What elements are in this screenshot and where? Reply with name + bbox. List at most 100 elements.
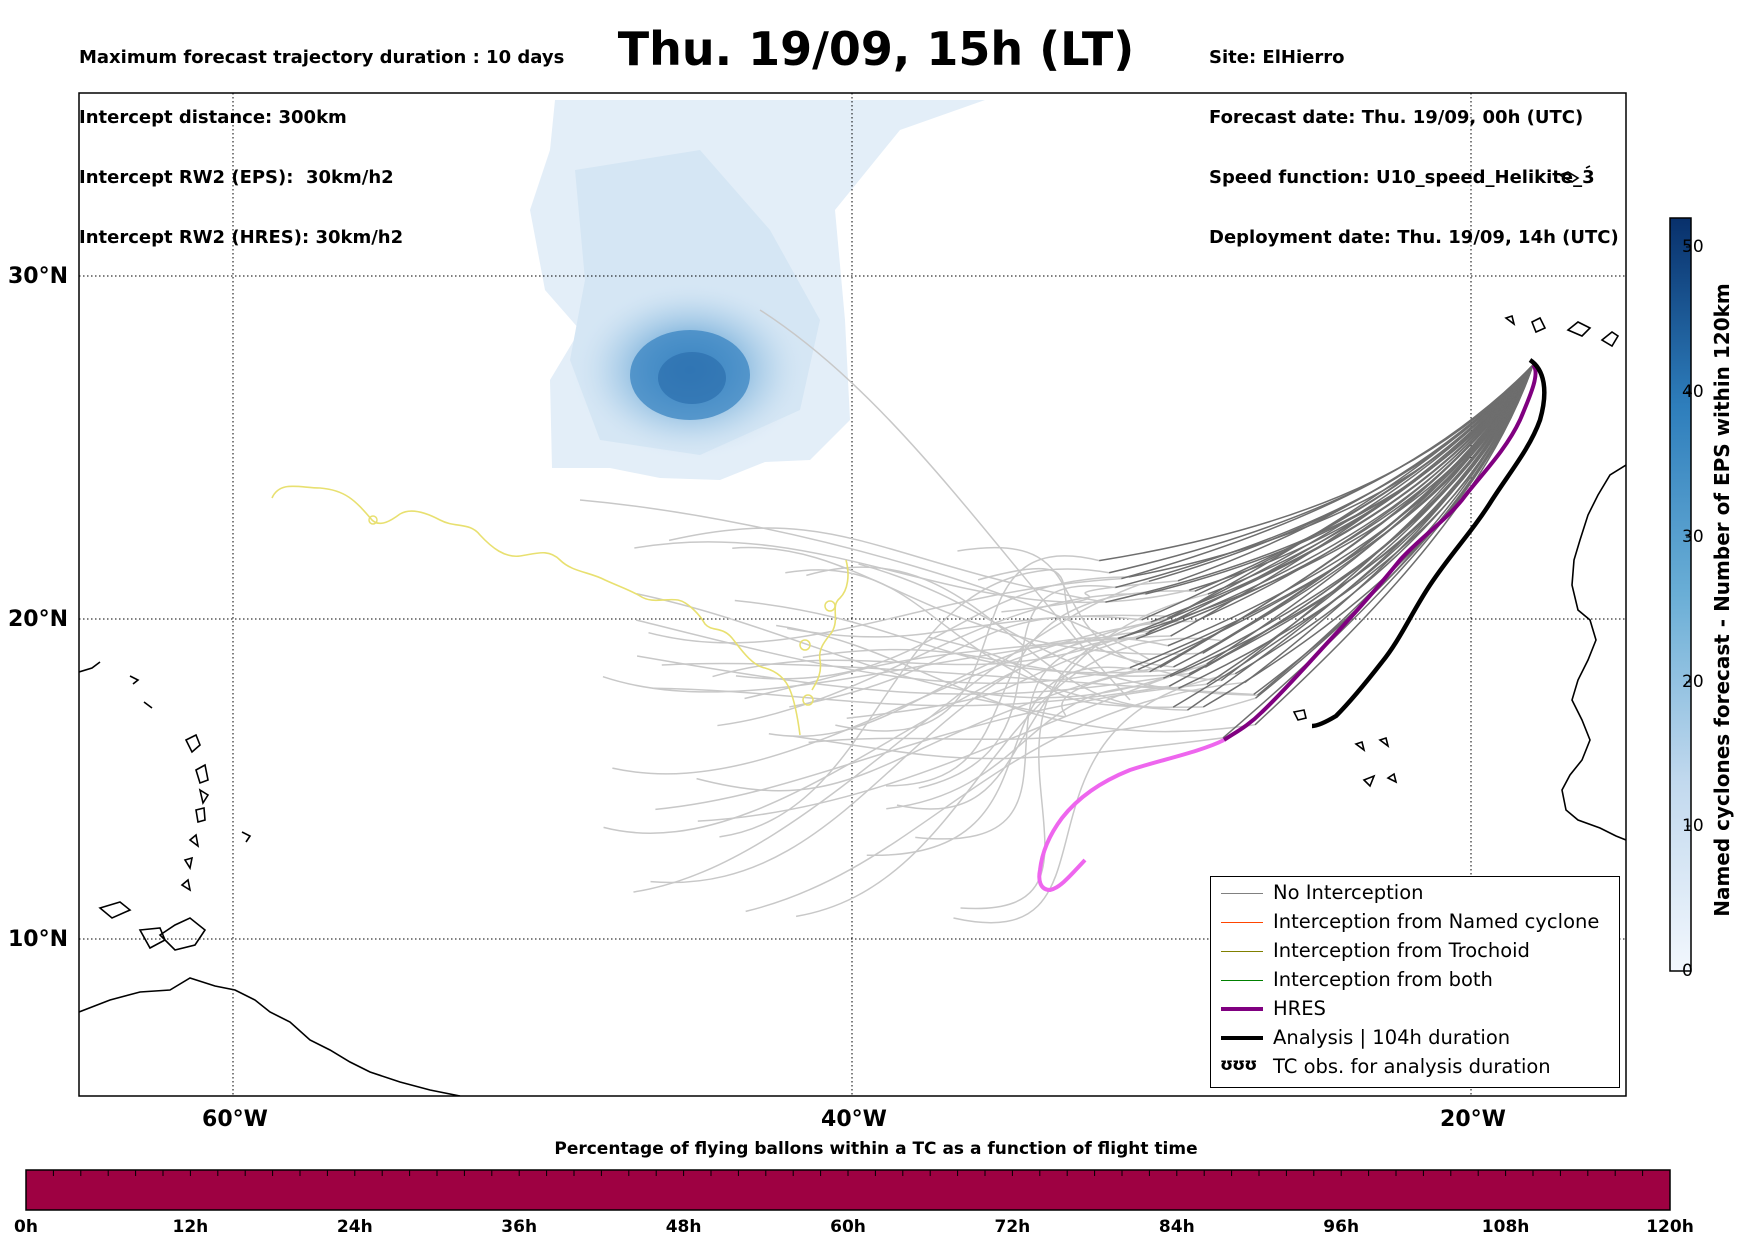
flight-time-tick-label: 0h	[14, 1217, 38, 1237]
header-right-line: Site: ElHierro	[1209, 47, 1345, 68]
flight-time-ticks	[25, 1170, 1671, 1176]
lon-label-20w: 20°W	[1440, 1107, 1506, 1132]
flight-time-tick-label: 84h	[1158, 1217, 1195, 1237]
ensemble-trajectory-far	[808, 697, 1256, 744]
ensemble-trajectory-far	[776, 624, 1256, 733]
ensemble-trajectory-far	[636, 593, 1164, 699]
header-right-line: Forecast date: Thu. 19/09, 00h (UTC)	[1209, 107, 1584, 128]
hres-track-near	[1222, 363, 1538, 742]
ensemble-trajectory-far	[697, 663, 1207, 822]
ensemble-trajectory-far	[915, 638, 1137, 840]
ensemble-trajectory-far	[789, 615, 1142, 708]
flight-time-tick-label: 108h	[1481, 1217, 1530, 1237]
colorbar-tick-label: 10	[1682, 816, 1704, 836]
flight-time-tick-label: 24h	[336, 1217, 373, 1237]
ensemble-trajectory-far	[635, 619, 1131, 685]
ensemble-trajectory-far	[928, 636, 1204, 709]
ensemble-trajectory-far	[793, 735, 1224, 760]
ensemble-trajectory-far	[835, 555, 1100, 732]
legend-swatch	[1221, 951, 1263, 952]
legend-label: Analysis | 104h duration	[1273, 1026, 1511, 1049]
legend: No Interception Interception from Named …	[1210, 876, 1620, 1088]
flight-time-bar	[25, 1169, 1671, 1211]
analysis-track	[1311, 358, 1547, 729]
header-left-line: Intercept RW2 (HRES): 30km/h2	[79, 227, 404, 248]
colorbar-tick-label: 20	[1682, 672, 1704, 692]
trajectories-near	[1099, 364, 1534, 739]
legend-label: TC obs. for analysis duration	[1273, 1055, 1551, 1078]
colorbar-title: Named cyclones forecast - Number of EPS …	[1710, 283, 1734, 917]
legend-swatch	[1221, 893, 1263, 894]
ensemble-trajectory-far	[612, 620, 1195, 775]
ensemble-trajectory-far	[719, 568, 1110, 838]
flight-time-tick-label: 48h	[665, 1217, 702, 1237]
page-title: Thu. 19/09, 15h (LT)	[617, 22, 1135, 76]
lat-label-20n: 20°N	[8, 607, 69, 632]
header-left-line: Intercept RW2 (EPS): 30km/h2	[79, 167, 394, 188]
legend-swatch	[1221, 922, 1263, 923]
cyclone-density-field	[530, 100, 985, 480]
trajectories-far	[579, 309, 1258, 924]
lon-label-40w: 40°W	[821, 1107, 887, 1132]
ensemble-trajectory-far	[885, 590, 1195, 787]
ensemble-trajectory-far	[633, 580, 1150, 893]
ensemble-trajectory-far	[787, 614, 1173, 638]
ensemble-trajectory-far	[744, 637, 1118, 700]
ensemble-trajectory-far	[846, 633, 1146, 719]
legend-item-hres: HRES	[1211, 995, 1619, 1024]
legend-swatch	[1221, 980, 1263, 981]
header-right: Site: ElHierro Forecast date: Thu. 19/09…	[1209, 8, 1619, 268]
legend-item-analysis: Analysis | 104h duration	[1211, 1024, 1619, 1053]
ensemble-trajectory-near	[1254, 364, 1534, 726]
flight-time-tick-label: 12h	[172, 1217, 209, 1237]
legend-item-named-cyclone: Interception from Named cyclone	[1211, 908, 1619, 937]
ensemble-trajectory-far	[734, 599, 1206, 674]
header-right-line: Deployment date: Thu. 19/09, 14h (UTC)	[1209, 227, 1619, 248]
legend-label: No Interception	[1273, 881, 1424, 904]
ensemble-trajectory-far	[579, 499, 1151, 661]
flight-time-tick-label: 72h	[994, 1217, 1031, 1237]
legend-label: Interception from Named cyclone	[1273, 910, 1600, 933]
flight-time-tick-label: 36h	[501, 1217, 538, 1237]
ensemble-trajectory-far	[785, 569, 1188, 711]
hres-track-far	[1037, 738, 1225, 893]
ensemble-trajectory-far	[957, 546, 1222, 682]
colorbar-tick-label: 30	[1682, 527, 1704, 547]
legend-label: Interception from both	[1273, 968, 1493, 991]
flight-time-tick-label: 60h	[830, 1217, 866, 1237]
flight-time-tick-label: 120h	[1646, 1217, 1694, 1237]
page-title-wrap: Thu. 19/09, 15h (LT)	[0, 22, 1752, 76]
header-left-line: Maximum forecast trajectory duration : 1…	[79, 47, 565, 68]
ensemble-trajectory-far	[977, 567, 1174, 668]
colorbar-ticks	[1686, 246, 1691, 972]
legend-swatch	[1221, 1007, 1263, 1011]
ensemble-trajectory-far	[953, 673, 1236, 924]
lon-label-60w: 60°W	[202, 1107, 268, 1132]
header-left: Maximum forecast trajectory duration : 1…	[79, 8, 564, 268]
colorbar-tick-label: 50	[1682, 237, 1704, 257]
lat-label-30n: 30°N	[8, 264, 69, 289]
legend-swatch	[1221, 1036, 1263, 1040]
ensemble-trajectory-far	[745, 681, 1245, 913]
ensemble-trajectory-far	[636, 655, 1171, 695]
flight-time-tick-label: 96h	[1323, 1217, 1360, 1237]
ensemble-trajectory-far	[759, 309, 1131, 701]
legend-item-tc-obs: ʊʊʊ TC obs. for analysis duration	[1211, 1053, 1619, 1082]
header-right-line: Speed function: U10_speed_Helikite_3	[1209, 167, 1595, 188]
colorbar-tick-label: 40	[1682, 382, 1704, 402]
ensemble-trajectory-far	[886, 685, 1179, 810]
tc-observed-track	[271, 485, 849, 736]
legend-label: Interception from Trochoid	[1273, 939, 1530, 962]
legend-item-no-interception: No Interception	[1211, 879, 1619, 908]
flight-time-bar-title: Percentage of flying ballons within a TC…	[554, 1139, 1198, 1159]
ensemble-trajectory-far	[655, 683, 1207, 811]
tc-symbol-icon: ʊʊʊ	[1220, 1055, 1257, 1075]
lat-label-10n: 10°N	[8, 927, 69, 952]
colorbar-tick-label: 0	[1682, 961, 1693, 981]
legend-item-trochoid: Interception from Trochoid	[1211, 937, 1619, 966]
ensemble-trajectory-far	[795, 637, 1223, 918]
ensemble-trajectory-far	[960, 617, 1167, 910]
ensemble-trajectory-far	[668, 527, 1106, 603]
ensemble-trajectory-far	[650, 630, 1149, 884]
legend-label: HRES	[1273, 997, 1326, 1020]
